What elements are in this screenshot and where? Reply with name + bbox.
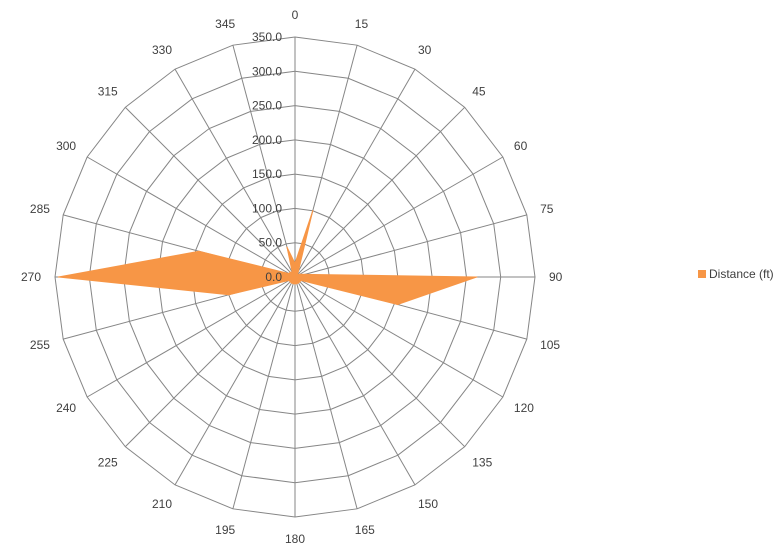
angle-label: 165 xyxy=(355,523,375,537)
angle-label: 270 xyxy=(21,270,41,284)
data-point xyxy=(289,281,291,283)
data-point xyxy=(299,281,301,283)
legend-series-label: Distance (ft) xyxy=(709,267,774,281)
angle-label: 225 xyxy=(98,455,118,469)
angle-label: 285 xyxy=(30,202,50,216)
data-point xyxy=(304,273,306,275)
data-point xyxy=(297,270,300,272)
angle-label: 300 xyxy=(56,139,76,153)
data-point xyxy=(312,210,314,212)
data-point xyxy=(289,271,291,273)
radial-tick-label: 100.0 xyxy=(252,201,282,215)
angle-label: 210 xyxy=(152,497,172,511)
grid-spoke xyxy=(294,214,527,278)
grid-spoke xyxy=(294,276,358,509)
angle-label: 180 xyxy=(285,532,305,546)
angle-label: 315 xyxy=(98,85,118,99)
grid-spoke xyxy=(294,276,416,486)
grid-spoke xyxy=(124,106,296,278)
radial-tick-label: 200.0 xyxy=(252,133,282,147)
angle-label: 0 xyxy=(292,8,299,22)
angle-label: 150 xyxy=(418,497,438,511)
series-layer xyxy=(57,210,478,306)
angle-label: 60 xyxy=(514,139,528,153)
data-point xyxy=(294,283,296,285)
data-point xyxy=(288,272,290,275)
angle-label: 90 xyxy=(549,270,563,284)
data-point xyxy=(297,282,300,284)
radial-tick-label: 300.0 xyxy=(252,64,282,78)
grid-spoke xyxy=(294,68,416,278)
grid-spoke xyxy=(174,68,296,278)
grid-spoke xyxy=(294,106,466,278)
grid-spoke xyxy=(86,276,296,398)
data-point xyxy=(288,279,290,282)
data-point xyxy=(299,273,301,275)
grid-spoke xyxy=(294,156,504,278)
angle-label: 120 xyxy=(514,401,534,415)
radial-tick-label: 0.0 xyxy=(265,270,282,284)
data-point xyxy=(296,273,299,276)
grid-spoke xyxy=(294,276,504,398)
data-point xyxy=(397,303,399,306)
data-point xyxy=(57,276,60,278)
data-point xyxy=(476,276,478,278)
angle-label: 345 xyxy=(215,17,235,31)
radial-tick-label: 50.0 xyxy=(259,236,283,250)
grid-spoke xyxy=(124,276,296,448)
grid-spoke xyxy=(86,156,296,278)
angle-label: 195 xyxy=(215,523,235,537)
grid-spoke xyxy=(294,276,466,448)
data-point xyxy=(290,282,293,284)
radial-tick-label: 250.0 xyxy=(252,99,282,113)
data-point xyxy=(198,250,200,252)
grid-spoke xyxy=(174,276,296,486)
data-point xyxy=(228,294,230,296)
angle-label: 15 xyxy=(355,17,369,31)
angle-label: 75 xyxy=(540,202,554,216)
angle-label: 255 xyxy=(30,338,50,352)
angle-label: 45 xyxy=(472,85,486,99)
radial-tick-label: 150.0 xyxy=(252,167,282,181)
angle-label: 105 xyxy=(540,338,560,352)
data-point xyxy=(292,283,294,285)
angle-label: 330 xyxy=(152,43,172,57)
radial-tick-label: 350.0 xyxy=(252,30,282,44)
angle-label: 240 xyxy=(56,401,76,415)
data-point xyxy=(286,246,288,248)
legend: Distance (ft) xyxy=(698,267,774,281)
chart-labels: 0 15 30 45 60 75 90 105 120 135 150 165 180 195 210 225… xyxy=(21,8,563,546)
data-point xyxy=(296,283,298,285)
angle-label: 30 xyxy=(418,43,432,57)
grid-spoke xyxy=(232,276,296,509)
angle-label: 135 xyxy=(472,455,492,469)
grid-spoke xyxy=(232,45,296,278)
legend-swatch xyxy=(698,270,706,278)
data-point xyxy=(294,262,296,264)
data-point xyxy=(291,271,293,273)
data-point xyxy=(300,279,302,282)
